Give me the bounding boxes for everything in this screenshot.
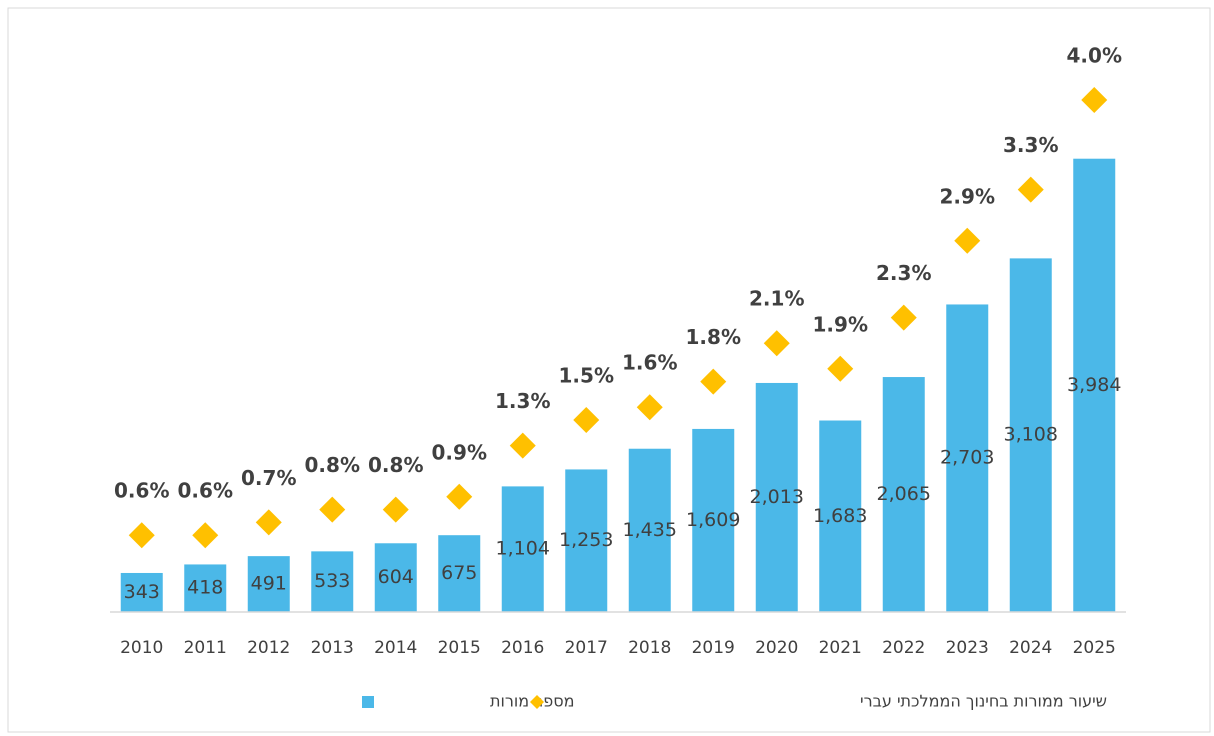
diamond-marker <box>128 522 155 549</box>
x-tick-label: 2018 <box>628 638 671 658</box>
bar-value-label: 491 <box>251 573 287 595</box>
percent-label: 1.8% <box>686 325 741 349</box>
x-tick-label: 2023 <box>946 638 989 658</box>
x-tick-label: 2017 <box>565 638 608 658</box>
diamond-marker <box>1017 176 1044 203</box>
bar-value-label: 533 <box>314 570 350 592</box>
x-tick-label: 2019 <box>692 638 735 658</box>
x-tick-label: 2014 <box>374 638 417 658</box>
diamond-marker <box>255 509 282 536</box>
bar-value-label: 2,703 <box>940 447 994 469</box>
bar <box>438 535 481 612</box>
bar <box>628 448 671 612</box>
bar-value-label: 3,984 <box>1067 374 1121 396</box>
percent-label: 0.6% <box>178 479 233 503</box>
bar <box>692 428 735 612</box>
bar-value-label: 1,104 <box>496 538 550 560</box>
bar <box>565 469 608 612</box>
percent-label: 0.6% <box>114 479 169 503</box>
bar <box>501 486 544 612</box>
diamond-marker <box>192 522 219 549</box>
x-tick-label: 2013 <box>311 638 354 658</box>
legend-swatch <box>362 696 374 708</box>
x-tick-label: 2015 <box>438 638 481 658</box>
bar-value-label: 343 <box>124 581 160 603</box>
diamond-marker <box>636 394 663 421</box>
bar <box>311 551 354 612</box>
legend-label: שיעור ממורות בחינוך הממלכתי עברי <box>860 692 1107 711</box>
percent-label: 2.9% <box>940 184 995 208</box>
bar-value-label: 675 <box>441 562 477 584</box>
bar <box>755 382 798 612</box>
diamond-marker <box>890 304 917 331</box>
x-tick-label: 2012 <box>247 638 290 658</box>
bar-value-label: 2,013 <box>750 486 804 508</box>
x-tick-label: 2021 <box>819 638 862 658</box>
bar-value-label: 1,253 <box>559 529 613 551</box>
percent-label: 0.7% <box>241 466 296 490</box>
percent-label: 0.9% <box>432 440 487 464</box>
bar <box>882 377 925 612</box>
percent-label: 1.6% <box>622 351 677 375</box>
x-tick-label: 2022 <box>882 638 925 658</box>
percent-label: 0.8% <box>305 453 360 477</box>
bar <box>120 572 163 612</box>
bar <box>1009 258 1052 612</box>
percent-label: 1.9% <box>813 312 868 336</box>
bar <box>184 564 227 612</box>
diamond-marker <box>446 483 473 510</box>
x-tick-label: 2010 <box>120 638 163 658</box>
x-tick-label: 2024 <box>1009 638 1052 658</box>
diamond-marker <box>827 355 854 382</box>
bar-value-label: 1,683 <box>813 505 867 527</box>
bar-value-label: 3,108 <box>1004 424 1058 446</box>
bar <box>374 543 417 612</box>
bar-value-label: 2,065 <box>877 483 931 505</box>
percent-label: 1.5% <box>559 364 614 388</box>
bar-value-label: 1,609 <box>686 509 740 531</box>
diamond-marker <box>509 432 536 459</box>
x-tick-label: 2016 <box>501 638 544 658</box>
x-tick-label: 2025 <box>1073 638 1116 658</box>
percent-label: 1.3% <box>495 389 550 413</box>
diamond-marker <box>319 496 346 523</box>
bar <box>247 556 290 612</box>
bar-value-label: 604 <box>378 566 414 588</box>
diamond-marker <box>573 407 600 433</box>
diamond-marker <box>954 227 981 254</box>
bar-value-label: 418 <box>187 577 223 599</box>
percent-label: 4.0% <box>1067 44 1122 68</box>
percent-label: 0.8% <box>368 453 423 477</box>
diamond-marker <box>763 330 790 357</box>
bar <box>1073 158 1116 612</box>
bar-value-label: 1,435 <box>623 519 677 541</box>
diamond-marker <box>382 496 409 523</box>
percent-label: 2.3% <box>876 261 931 285</box>
bar <box>946 304 989 612</box>
diamond-marker <box>700 368 727 395</box>
x-tick-label: 2011 <box>184 638 227 658</box>
percent-label: 2.1% <box>749 287 804 311</box>
x-tick-label: 2020 <box>755 638 798 658</box>
legend-swatch <box>530 695 544 709</box>
percent-label: 3.3% <box>1003 133 1058 157</box>
diamond-marker <box>1081 87 1108 113</box>
bar <box>819 420 862 612</box>
